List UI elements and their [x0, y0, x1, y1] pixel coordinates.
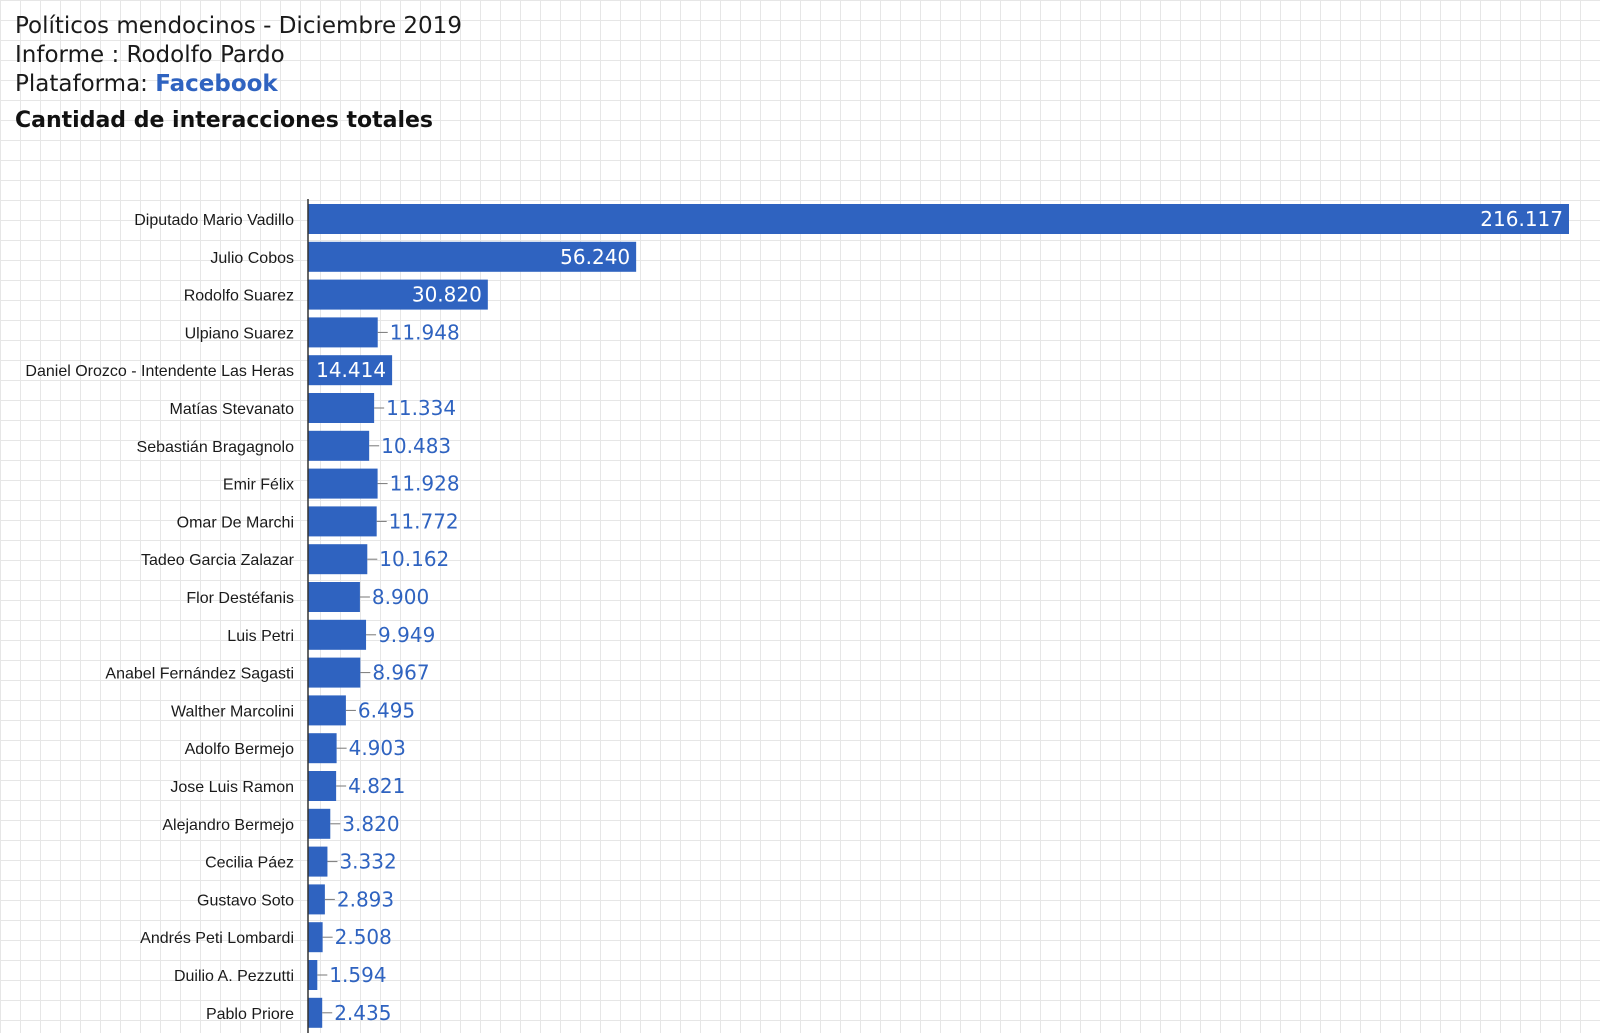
- data-label: 11.928: [390, 472, 460, 496]
- bar: [308, 619, 367, 650]
- category-label: Julio Cobos: [210, 250, 294, 267]
- category-label: Anabel Fernández Sagasti: [105, 666, 294, 683]
- category-label: Ulpiano Suarez: [185, 325, 294, 342]
- data-label: 11.948: [390, 320, 460, 344]
- data-label: 11.334: [386, 396, 456, 420]
- category-label: Duilio A. Pezzutti: [174, 968, 294, 985]
- data-label: 10.162: [379, 547, 449, 571]
- data-label: 4.821: [348, 774, 405, 798]
- data-label: 10.483: [381, 434, 451, 458]
- data-label: 1.594: [329, 963, 386, 987]
- report-author: Informe : Rodolfo Pardo: [15, 42, 285, 68]
- bar: [308, 808, 331, 839]
- data-label: 9.949: [378, 623, 435, 647]
- bar: [308, 997, 323, 1028]
- category-label: Flor Destéfanis: [186, 590, 294, 607]
- data-label: 3.332: [339, 850, 396, 874]
- bar: [308, 355, 393, 386]
- category-label: Diputado Mario Vadillo: [134, 212, 294, 229]
- report-platform: Plataforma: Facebook: [15, 70, 462, 99]
- data-label: 14.414: [316, 358, 386, 382]
- category-label: Tadeo Garcia Zalazar: [141, 552, 295, 569]
- category-label: Alejandro Bermejo: [162, 817, 294, 834]
- bar: [308, 960, 318, 990]
- bar: [308, 922, 323, 953]
- data-label: 11.772: [389, 509, 459, 533]
- bar: [308, 430, 370, 461]
- report-header: Políticos mendocinos - Diciembre 2019 In…: [15, 12, 462, 133]
- category-label: Emir Félix: [223, 477, 294, 494]
- category-label: Jose Luis Ramon: [170, 779, 294, 796]
- data-label: 4.903: [349, 736, 406, 760]
- category-label: Matías Stevanato: [169, 401, 294, 418]
- category-label: Cecilia Páez: [205, 855, 294, 872]
- bar: [308, 582, 360, 612]
- category-label: Gustavo Soto: [197, 892, 294, 909]
- bar: [308, 733, 337, 764]
- data-label: 2.893: [337, 887, 394, 911]
- category-label: Adolfo Bermejo: [185, 741, 294, 758]
- data-label: 216.117: [1480, 207, 1563, 231]
- platform-label: Plataforma:: [15, 71, 148, 97]
- bar: [308, 771, 337, 801]
- report-title: Políticos mendocinos - Diciembre 2019: [15, 13, 462, 39]
- data-label: 3.820: [342, 812, 399, 836]
- data-label: 8.967: [372, 661, 429, 685]
- data-label: 2.508: [335, 925, 392, 949]
- category-label: Rodolfo Suarez: [184, 288, 294, 305]
- category-label: Andrés Peti Lombardi: [140, 930, 294, 947]
- data-label: 8.900: [372, 585, 429, 609]
- bar: [308, 279, 488, 310]
- data-label: 30.820: [412, 283, 482, 307]
- chart-title: Cantidad de interacciones totales: [15, 108, 433, 133]
- category-label: Sebastián Bragagnolo: [137, 439, 295, 456]
- category-label: Omar De Marchi: [177, 514, 294, 531]
- category-label: Daniel Orozco - Intendente Las Heras: [25, 363, 294, 380]
- bar: [308, 241, 637, 272]
- bar: [308, 204, 1569, 234]
- platform-value: Facebook: [155, 71, 278, 97]
- category-label: Pablo Priore: [206, 1006, 294, 1023]
- bar: [308, 506, 377, 537]
- bar: [308, 393, 375, 423]
- bar: [308, 544, 368, 575]
- bar: [308, 317, 378, 348]
- data-label: 56.240: [560, 245, 630, 269]
- bar: [308, 657, 361, 688]
- bar: [308, 884, 325, 915]
- bar: [308, 846, 328, 877]
- category-label: Luis Petri: [227, 628, 294, 645]
- data-label: 6.495: [358, 698, 415, 722]
- bar: [308, 695, 346, 726]
- category-label: Walther Marcolini: [171, 703, 294, 720]
- data-label: 2.435: [334, 1001, 391, 1025]
- bar: [308, 468, 378, 499]
